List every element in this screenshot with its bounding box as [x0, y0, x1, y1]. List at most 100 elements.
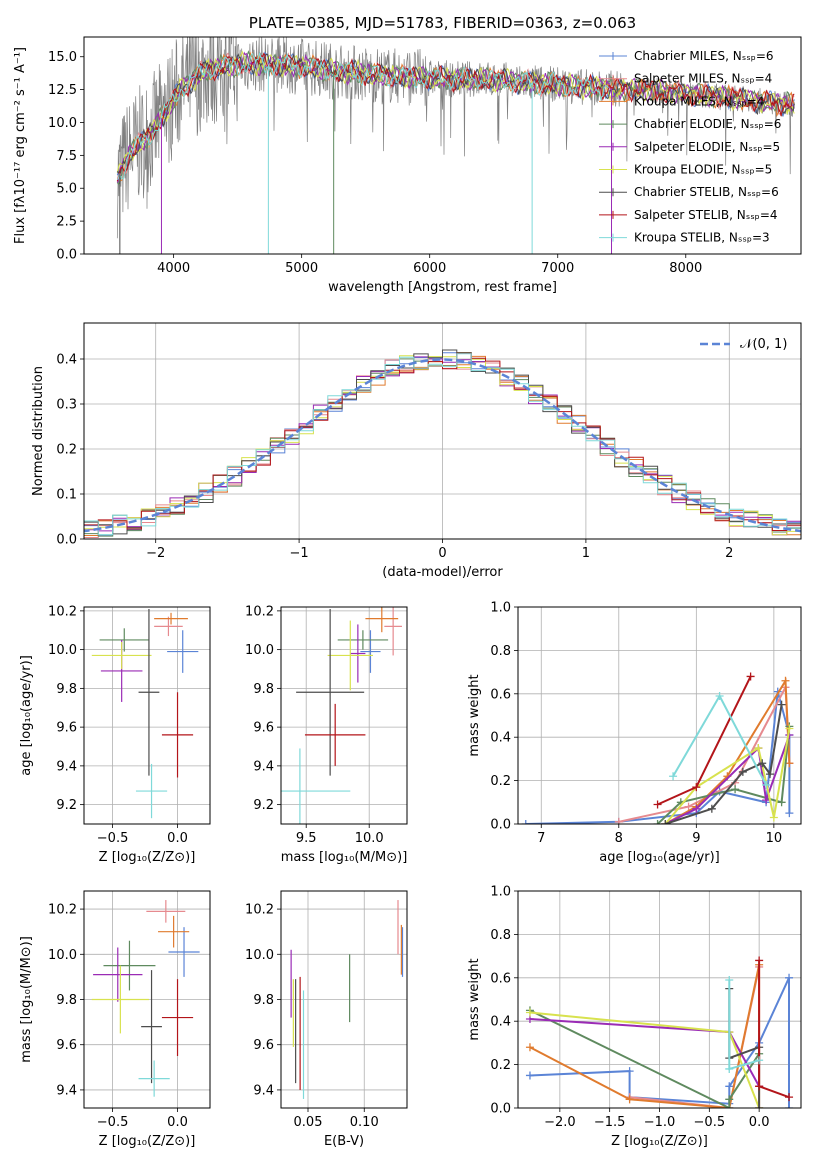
y-tick-label: 2.5: [56, 215, 77, 230]
y-tick-label: 0.0: [490, 818, 511, 833]
mass-weight-marker: [755, 1082, 764, 1091]
legend-label: Salpeter STELIB, Nₛₛₚ=4: [634, 208, 778, 222]
mass-weight-marker: [725, 1082, 734, 1091]
mass-weight-marker: [692, 783, 701, 792]
y-tick-label: 9.8: [56, 993, 77, 1008]
residual-legend: 𝒩(0, 1): [700, 337, 787, 352]
spectrum-frame: [83, 36, 802, 255]
mass-weight-marker: [781, 676, 790, 685]
mass-weight-line: [529, 1009, 760, 1108]
y-axis-label: Normed distribution: [31, 366, 46, 496]
y-tick-label: 0.2: [490, 1058, 511, 1073]
model-spectrum-line: [116, 51, 609, 181]
legend-label: Kroupa ELODIE, Nₛₛₚ=5: [634, 163, 772, 177]
mass-weight-marker: [755, 956, 764, 965]
x-tick-label: 0.0: [167, 1115, 188, 1130]
x-axis-label: (data-model)/error: [382, 565, 503, 580]
x-tick-label: −0.5: [97, 1115, 129, 1130]
mass-weight-marker: [762, 796, 771, 805]
spectrum-axes: 4000 5000 6000 7000 8000 0.0 2.5 5.0 7.5 10.0 12.5…: [48, 50, 702, 276]
y-tick-label: 0.6: [490, 971, 511, 986]
spectrum-legend: Chabrier MILES, Nₛₛₚ=6 Salpeter MILES, Nₛ…: [599, 49, 781, 245]
mass-weight-marker: [777, 798, 786, 807]
x-axis-label: Z [log₁₀(Z/Z⊙)]: [99, 850, 196, 865]
y-tick-label: 0.1: [56, 488, 77, 503]
mass-weight-marker: [625, 1067, 634, 1076]
x-axis-label: mass [log₁₀(M/M⊙)]: [281, 850, 408, 865]
y-tick-label: 9.6: [253, 1038, 274, 1053]
x-tick-label: 8: [615, 831, 623, 846]
x-tick-label: −0.5: [694, 1115, 726, 1130]
mass-vs-Z-frame: [83, 890, 211, 1109]
mass-vs-Z-points: [91, 900, 200, 1097]
y-tick-label: 0.6: [490, 687, 511, 702]
residuals-frame: [83, 322, 802, 540]
y-tick-label: 9.4: [56, 1083, 77, 1098]
y-tick-label: 9.2: [253, 798, 274, 813]
mass-weight-marker: [653, 820, 662, 824]
mass-vs-Z-axes: −0.5 0.0 9.4 9.6 9.8 10.0 10.2: [48, 891, 210, 1130]
y-tick-label: 9.2: [56, 798, 77, 813]
mass-weight-marker: [525, 1043, 534, 1052]
mass-weight-line: [657, 675, 752, 806]
mass-weight-marker: [777, 700, 786, 709]
x-tick-label: 4000: [157, 261, 190, 276]
mass-weight-vs-Z-lines: [525, 956, 794, 1108]
legend-label: Salpeter MILES, Nₛₛₚ=4: [634, 72, 772, 86]
y-tick-label: 10.0: [48, 116, 77, 131]
legend-label: Kroupa STELIB, Nₛₛₚ=3: [634, 231, 770, 245]
y-tick-label: 10.0: [245, 948, 274, 963]
x-tick-label: 9.5: [296, 831, 317, 846]
x-tick-label: 0: [438, 546, 446, 561]
mass-weight-line: [758, 960, 790, 1099]
y-tick-label: 0.4: [56, 353, 77, 368]
x-tick-label: 6000: [413, 261, 446, 276]
y-tick-label: 1.0: [490, 885, 511, 900]
y-axis-label: Flux [fλ10⁻¹⁷ erg cm⁻² s⁻¹ A⁻¹]: [13, 47, 28, 244]
mass-weight-marker: [785, 1093, 794, 1102]
y-tick-label: 9.4: [253, 1083, 274, 1098]
mass-weight-marker: [525, 1008, 534, 1017]
y-tick-label: 10.2: [48, 604, 77, 619]
x-tick-label: −2: [146, 546, 165, 561]
x-axis-label: wavelength [Angstrom, rest frame]: [328, 280, 557, 295]
y-tick-label: 9.8: [253, 682, 274, 697]
y-tick-label: 0.3: [56, 398, 77, 413]
chart-title: PLATE=0385, MJD=51783, FIBERID=0363, z=0…: [249, 14, 636, 32]
mass-weight-vs-age-lines: [521, 672, 794, 824]
x-tick-label: −0.5: [97, 831, 129, 846]
legend-label: Salpeter ELODIE, Nₛₛₚ=5: [634, 140, 780, 154]
mass-weight-vs-Z-axes: −2.0 −1.5 −1.0 −0.5 0.0 0.0 0.2 0.4 0.6 0.8 1.0: [490, 885, 801, 1130]
mass-weight-line: [629, 966, 761, 1108]
y-axis-label: mass [log₁₀(M/M⊙)]: [19, 936, 34, 1063]
mass-weight-marker: [707, 804, 716, 813]
age-vs-mass-axes: 9.5 10.0 9.2 9.4 9.6 9.8 10.0 10.2: [245, 604, 407, 846]
mass-weight-marker: [755, 1056, 764, 1065]
x-tick-label: −1.5: [594, 1115, 626, 1130]
x-tick-label: 0.10: [350, 1115, 379, 1130]
mass-weight-vs-age-axes: 7 8 9 10 0.0 0.2 0.4 0.6 0.8 1.0: [490, 601, 801, 846]
x-axis-label: Z [log₁₀(Z/Z⊙)]: [611, 1134, 708, 1149]
x-axis-label: E(B-V): [324, 1134, 364, 1149]
mass-weight-marker: [785, 1104, 794, 1108]
mass-vs-ebv-points: [290, 900, 404, 1099]
x-tick-label: 0.0: [749, 1115, 770, 1130]
y-tick-label: 1.0: [490, 601, 511, 616]
y-tick-label: 10.0: [48, 643, 77, 658]
legend-label: Chabrier STELIB, Nₛₛₚ=6: [634, 185, 779, 199]
x-tick-label: 0.0: [167, 831, 188, 846]
mass-weight-line: [529, 1018, 760, 1087]
y-tick-label: 7.5: [56, 149, 77, 164]
mass-weight-marker: [653, 800, 662, 809]
mass-vs-ebv-frame: [280, 890, 408, 1109]
mass-weight-vs-age-frame: [517, 606, 802, 825]
mass-weight-marker: [715, 691, 724, 700]
y-tick-label: 12.5: [48, 83, 77, 98]
mass-weight-marker: [521, 820, 530, 824]
mass-weight-marker: [769, 813, 778, 822]
y-tick-label: 0.2: [490, 774, 511, 789]
y-tick-label: 0.4: [490, 1015, 511, 1030]
x-tick-label: 10.0: [355, 831, 384, 846]
y-tick-label: 0.0: [490, 1102, 511, 1117]
